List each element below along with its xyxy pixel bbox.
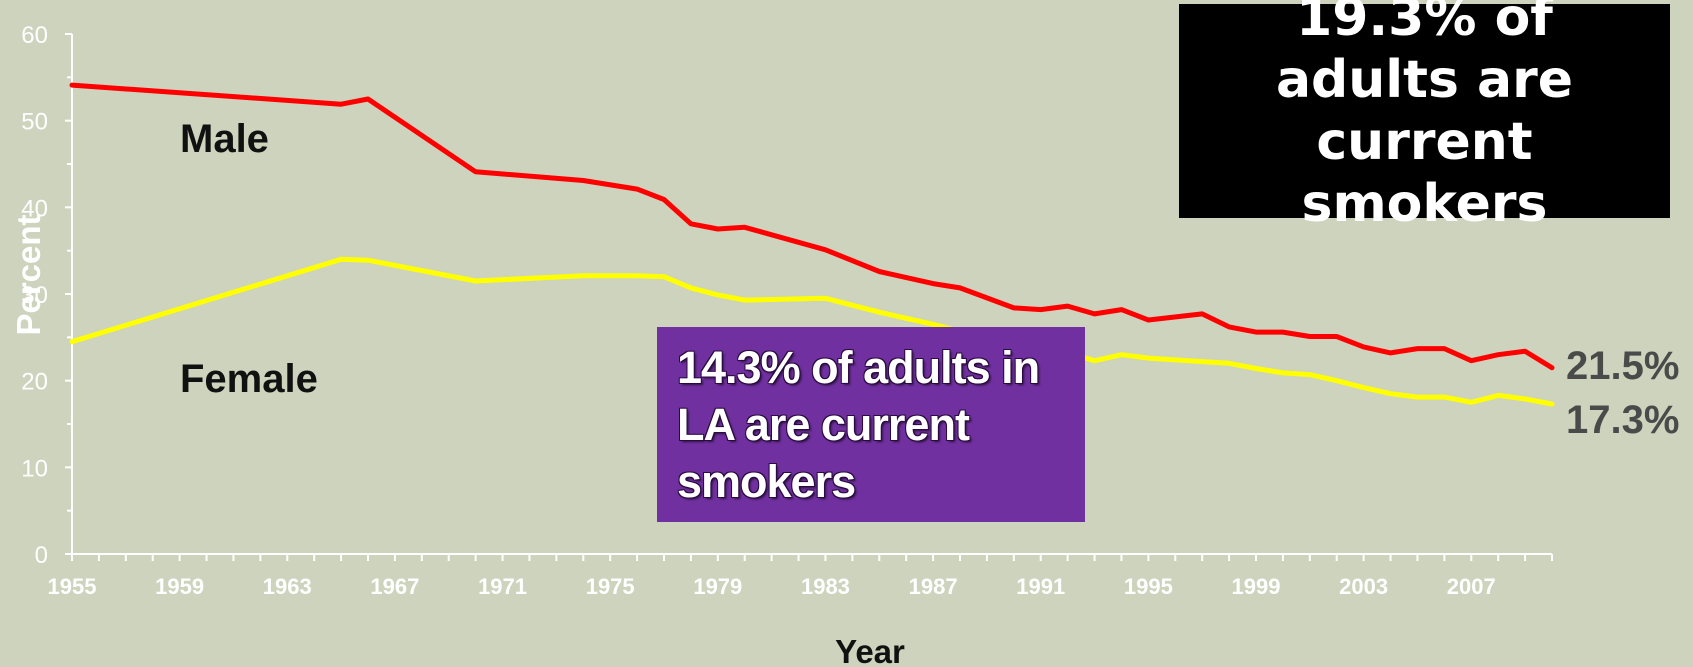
y-tick-label: 40 xyxy=(21,195,48,222)
x-tick-label: 1967 xyxy=(370,574,419,599)
y-tick-label: 10 xyxy=(21,455,48,482)
x-tick-label: 1995 xyxy=(1124,574,1173,599)
y-tick-label: 0 xyxy=(35,542,48,569)
la-smokers-callout: 14.3% of adults in LA are current smoker… xyxy=(657,327,1085,522)
series-label-female: Female xyxy=(180,357,318,401)
x-axis-title: Year xyxy=(835,633,905,667)
y-axis-title: Percent xyxy=(10,214,47,335)
x-tick-label: 1955 xyxy=(48,574,97,599)
x-tick-label: 1959 xyxy=(155,574,204,599)
national-smokers-callout: 19.3% of adults are current smokers xyxy=(1179,0,1670,234)
x-tick-label: 1975 xyxy=(586,574,635,599)
y-tick-label: 30 xyxy=(21,282,48,309)
x-tick-label: 2007 xyxy=(1447,574,1496,599)
y-tick-label: 60 xyxy=(21,22,48,49)
x-tick-label: 1979 xyxy=(693,574,742,599)
y-tick-label: 20 xyxy=(21,369,48,396)
series-line-male xyxy=(69,82,1555,371)
end-label-male: 21.5% xyxy=(1566,344,1679,388)
x-tick-label: 2003 xyxy=(1339,574,1388,599)
x-tick-label: 1987 xyxy=(909,574,958,599)
series-label-male: Male xyxy=(180,117,269,161)
y-tick-label: 50 xyxy=(21,109,48,136)
y-axis: 0 10 20 30 40 50 60 xyxy=(21,22,73,569)
x-tick-label: 1963 xyxy=(263,574,312,599)
x-axis: 1955 1959 1963 1967 1971 1975 1979 1983 1987 1991… xyxy=(48,553,1553,599)
end-label-female: 17.3% xyxy=(1566,398,1679,442)
x-tick-label: 1983 xyxy=(801,574,850,599)
x-tick-label: 1971 xyxy=(478,574,527,599)
x-tick-label: 1991 xyxy=(1016,574,1065,599)
x-tick-label: 1999 xyxy=(1232,574,1281,599)
